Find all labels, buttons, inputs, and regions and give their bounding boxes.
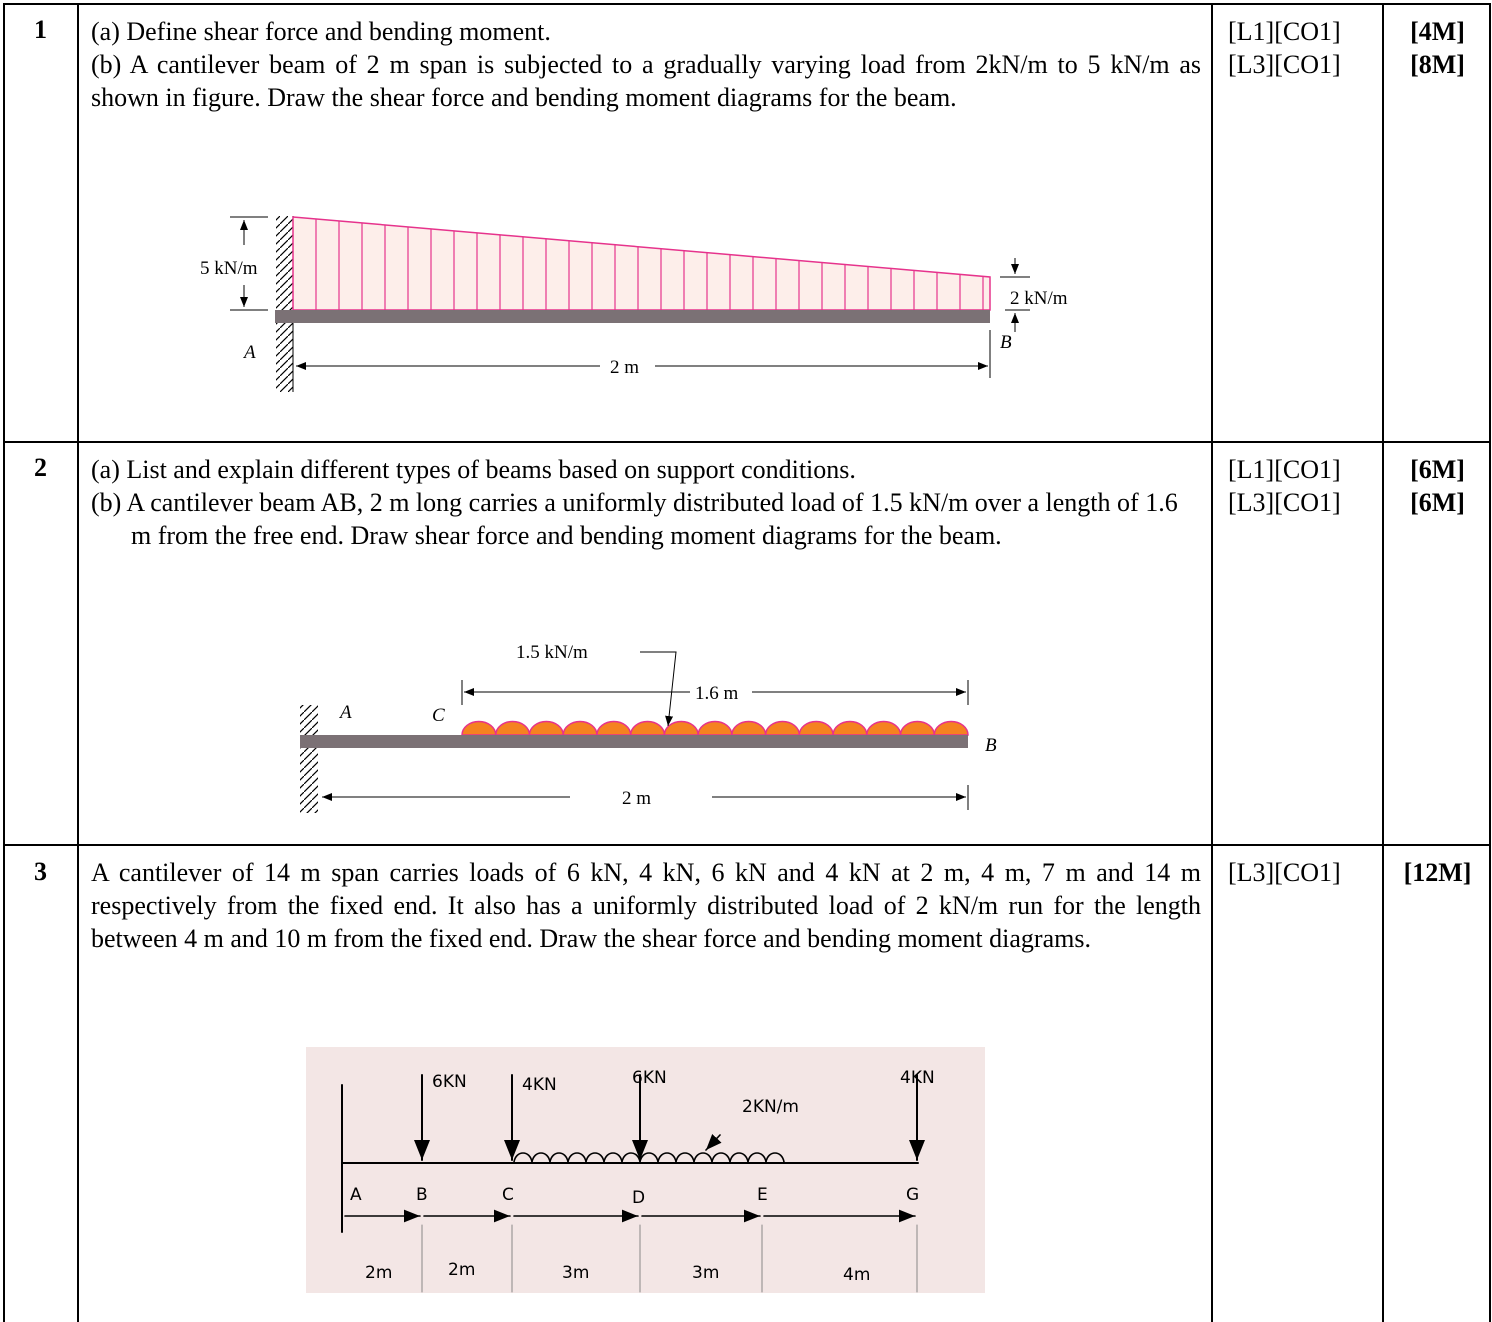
varying-load: [292, 216, 991, 311]
question-number: 3: [34, 857, 47, 886]
udl-hump: [764, 720, 801, 736]
level-text: [L1][CO1]: [1228, 17, 1341, 46]
udl-hump: [798, 720, 834, 736]
question-part: (a) Define shear force and bending momen…: [91, 17, 551, 46]
mark-text: [4M]: [1410, 17, 1465, 46]
udl-hump: [461, 720, 497, 736]
load-label: 2 kN/m: [1010, 288, 1068, 309]
figure-3: 6KN 4KN 6KN 4KN 2KN/m A B C D E G 2m 2m …: [306, 1047, 985, 1293]
udl-hump: [866, 720, 902, 736]
level-text: [L3][CO1]: [1228, 488, 1341, 517]
beam: [275, 310, 990, 323]
span-label: 2 m: [610, 357, 639, 378]
question-part: (b) A cantilever beam AB, 2 m long carri…: [91, 488, 1178, 550]
span-label: 2 m: [622, 788, 651, 809]
level-text: [L1][CO1]: [1228, 455, 1341, 484]
question-part: (b) A cantilever beam of 2 m span is sub…: [91, 50, 1201, 112]
load-label: 6KN: [432, 1072, 467, 1092]
mark-text: [12M]: [1403, 858, 1472, 887]
fixed-support: [276, 216, 293, 392]
udl-hump: [832, 720, 868, 736]
question-number: 1: [34, 15, 47, 44]
length-label: 1.6 m: [695, 683, 739, 704]
mark-text: [6M]: [1410, 488, 1465, 517]
spacing-label: 3m: [692, 1263, 719, 1283]
udl-hump: [596, 720, 632, 736]
point-label: A: [338, 702, 352, 723]
border: [3, 441, 1491, 443]
udl-hump: [731, 720, 767, 736]
question-text: (a) List and explain different types of …: [91, 453, 1201, 552]
fixed-support: [300, 705, 318, 813]
figure-2: 1.5 kN/m 1.6 m A C B 2 m: [300, 642, 997, 813]
border: [77, 3, 79, 1322]
marks: [12M]: [1385, 856, 1490, 889]
load-label: 6KN: [632, 1068, 667, 1088]
udl-hump: [494, 720, 531, 736]
udl-wave: [513, 1152, 785, 1163]
question-number: 2: [34, 453, 47, 482]
point-label: G: [906, 1185, 919, 1205]
border: [1211, 3, 1213, 1322]
spacing-label: 3m: [562, 1263, 589, 1283]
question-text: (a) Define shear force and bending momen…: [91, 15, 1201, 114]
udl-hump: [663, 720, 699, 736]
mark-text: [6M]: [1410, 455, 1465, 484]
beam: [300, 735, 968, 748]
point-label: D: [632, 1188, 645, 1208]
border: [3, 3, 1491, 5]
udl: [461, 720, 969, 736]
udl-hump: [899, 720, 936, 736]
udl-hump: [629, 720, 666, 736]
level-text: [L3][CO1]: [1228, 50, 1341, 79]
border: [3, 3, 5, 1322]
level-text: [L3][CO1]: [1228, 858, 1341, 887]
point-label: B: [985, 735, 997, 756]
spacing-label: 4m: [843, 1265, 870, 1285]
point-label: E: [757, 1185, 768, 1205]
udl-hump: [697, 720, 733, 736]
level: [L1][CO1] [L3][CO1]: [1228, 453, 1378, 519]
divider-lines: [421, 1224, 918, 1293]
udl-label: 2KN/m: [742, 1097, 799, 1117]
udl-hump: [562, 720, 598, 736]
point-loads: [414, 1074, 925, 1161]
photo-background: [306, 1047, 985, 1293]
question-text: A cantilever of 14 m span carries loads …: [91, 856, 1201, 955]
level: [L3][CO1]: [1228, 856, 1378, 889]
border: [1489, 3, 1491, 1322]
load-label: 4KN: [900, 1068, 935, 1088]
level: [L1][CO1] [L3][CO1]: [1228, 15, 1378, 81]
point-label: C: [502, 1185, 514, 1205]
question-part: A cantilever of 14 m span carries loads …: [91, 858, 1201, 953]
spacing-label: 2m: [365, 1263, 392, 1283]
load-lines: [315, 218, 984, 310]
leader: [640, 651, 677, 727]
point-label: A: [350, 1185, 362, 1205]
udl: [513, 1152, 785, 1163]
udl-hump: [933, 720, 969, 736]
spacing-label: 2m: [448, 1260, 475, 1280]
load-label: 4KN: [522, 1075, 557, 1095]
question-part: (a) List and explain different types of …: [91, 455, 856, 484]
load-label: 1.5 kN/m: [516, 642, 588, 663]
load-label: 5 kN/m: [200, 258, 258, 279]
border: [1382, 3, 1384, 1322]
point-label: C: [432, 705, 445, 726]
figure-1: 5 kN/m 2 kN/m A B 2 m: [200, 216, 1068, 392]
leader: [705, 1133, 722, 1151]
point-label: B: [416, 1185, 428, 1205]
border: [3, 844, 1491, 846]
mark-text: [8M]: [1410, 50, 1465, 79]
point-label: B: [1000, 332, 1012, 353]
point-label: A: [242, 342, 256, 363]
marks: [6M] [6M]: [1385, 453, 1490, 519]
marks: [4M] [8M]: [1385, 15, 1490, 81]
udl-hump: [528, 720, 564, 736]
